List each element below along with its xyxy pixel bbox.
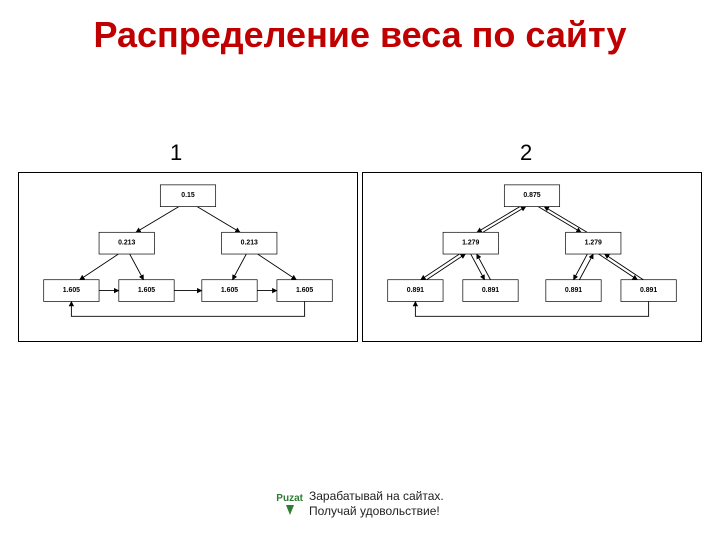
- svg-text:0.213: 0.213: [118, 240, 135, 247]
- svg-text:0.891: 0.891: [482, 287, 499, 294]
- svg-text:1.279: 1.279: [585, 240, 602, 247]
- panel-label-1: 1: [170, 140, 182, 166]
- svg-text:0.875: 0.875: [523, 192, 540, 199]
- svg-text:0.15: 0.15: [181, 192, 195, 199]
- svg-text:1.605: 1.605: [63, 287, 80, 294]
- diagram-panel-1: 0.15 0.213 0.213 1.605 1.605 1.605 1.605: [18, 172, 358, 342]
- footer-line2: Получай удовольствие!: [309, 504, 444, 520]
- slide-title: Распределение веса по сайту: [0, 14, 720, 55]
- footer-text: Зарабатывай на сайтах. Получай удовольст…: [309, 489, 444, 520]
- footer-logo-text: Puzat: [276, 493, 303, 504]
- svg-text:0.213: 0.213: [241, 240, 258, 247]
- panel-label-2: 2: [520, 140, 532, 166]
- tie-icon: [286, 505, 294, 515]
- svg-text:0.891: 0.891: [407, 287, 424, 294]
- svg-text:1.605: 1.605: [138, 287, 155, 294]
- footer-logo: Puzat: [276, 493, 303, 515]
- diagram-panel-2: 0.875 1.279 1.279 0.891 0.891 0.891 0.891: [362, 172, 702, 342]
- svg-text:0.891: 0.891: [565, 287, 582, 294]
- svg-text:0.891: 0.891: [640, 287, 657, 294]
- svg-text:1.605: 1.605: [221, 287, 238, 294]
- footer: Puzat Зарабатывай на сайтах. Получай удо…: [0, 489, 720, 520]
- svg-text:1.279: 1.279: [462, 240, 479, 247]
- svg-text:1.605: 1.605: [296, 287, 313, 294]
- footer-line1: Зарабатывай на сайтах.: [309, 489, 444, 505]
